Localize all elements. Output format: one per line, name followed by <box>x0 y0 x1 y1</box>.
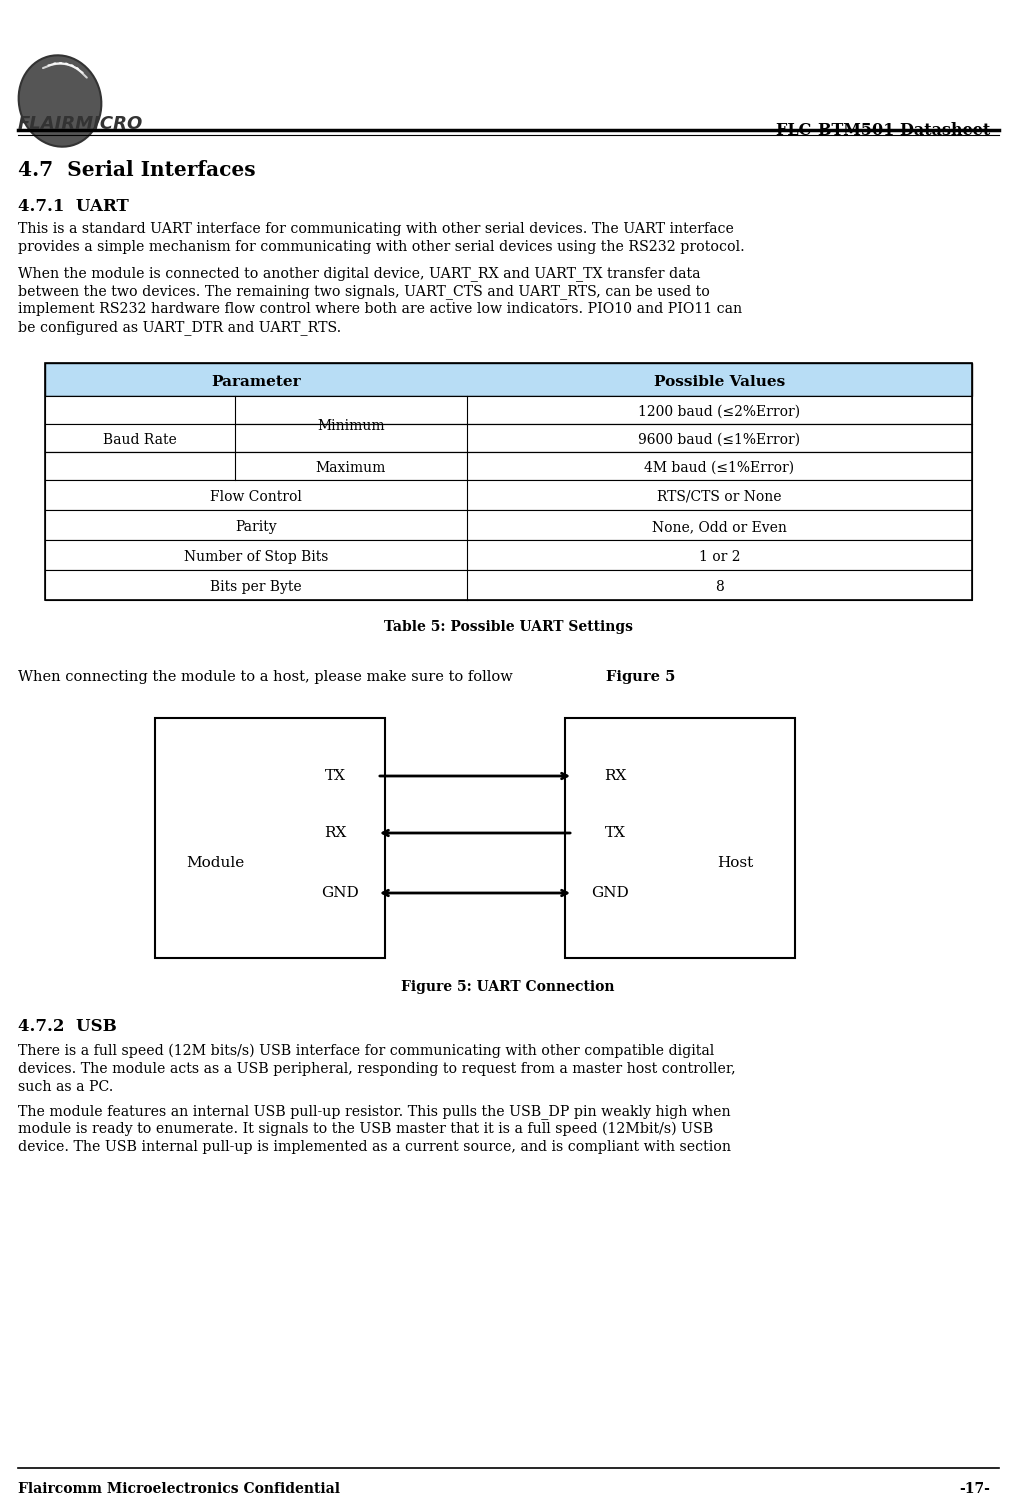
Text: 4M baud (≤1%Error): 4M baud (≤1%Error) <box>645 460 794 476</box>
Text: When the module is connected to another digital device, UART_RX and UART_TX tran: When the module is connected to another … <box>18 266 701 280</box>
Text: implement RS232 hardware flow control where both are active low indicators. PIO1: implement RS232 hardware flow control wh… <box>18 302 742 316</box>
Text: This is a standard UART interface for communicating with other serial devices. T: This is a standard UART interface for co… <box>18 222 734 236</box>
Bar <box>45 480 972 510</box>
Text: 4.7.2  USB: 4.7.2 USB <box>18 1019 117 1035</box>
Text: Bits per Byte: Bits per Byte <box>211 580 302 594</box>
Bar <box>45 363 972 396</box>
Text: The module features an internal USB pull-up resistor. This pulls the USB_DP pin : The module features an internal USB pull… <box>18 1104 730 1119</box>
Text: Possible Values: Possible Values <box>654 375 785 388</box>
Text: Parameter: Parameter <box>212 375 301 388</box>
Text: RX: RX <box>323 827 346 840</box>
Text: TX: TX <box>324 770 346 783</box>
Text: Table 5: Possible UART Settings: Table 5: Possible UART Settings <box>383 620 633 634</box>
Bar <box>45 570 972 600</box>
Ellipse shape <box>18 56 102 147</box>
Text: GND: GND <box>591 886 629 900</box>
Text: Figure 5: UART Connection: Figure 5: UART Connection <box>402 980 614 994</box>
Text: 8: 8 <box>715 580 724 594</box>
Bar <box>45 510 972 540</box>
Text: Flaircomm Microelectronics Confidential: Flaircomm Microelectronics Confidential <box>18 1482 340 1496</box>
Text: FLAIRMICRO: FLAIRMICRO <box>18 116 143 134</box>
Text: 1200 baud (≤2%Error): 1200 baud (≤2%Error) <box>639 405 800 418</box>
Bar <box>45 396 972 424</box>
Text: between the two devices. The remaining two signals, UART_CTS and UART_RTS, can b: between the two devices. The remaining t… <box>18 284 710 298</box>
Text: -17-: -17- <box>959 1482 990 1496</box>
Text: Module: Module <box>186 856 244 870</box>
Bar <box>565 718 795 958</box>
Text: devices. The module acts as a USB peripheral, responding to request from a maste: devices. The module acts as a USB periph… <box>18 1062 735 1076</box>
Text: Number of Stop Bits: Number of Stop Bits <box>184 550 328 564</box>
Text: TX: TX <box>604 827 625 840</box>
Bar <box>45 363 972 600</box>
Text: 9600 baud (≤1%Error): 9600 baud (≤1%Error) <box>639 433 800 447</box>
Text: .: . <box>665 670 669 684</box>
Text: RTS/CTS or None: RTS/CTS or None <box>657 490 782 504</box>
Text: None, Odd or Even: None, Odd or Even <box>652 520 787 534</box>
Text: RX: RX <box>604 770 626 783</box>
Text: When connecting the module to a host, please make sure to follow: When connecting the module to a host, pl… <box>18 670 518 684</box>
Text: Parity: Parity <box>235 520 277 534</box>
Bar <box>45 540 972 570</box>
Text: Figure 5: Figure 5 <box>606 670 675 684</box>
Text: There is a full speed (12M bits/s) USB interface for communicating with other co: There is a full speed (12M bits/s) USB i… <box>18 1044 714 1059</box>
Text: 4.7  Serial Interfaces: 4.7 Serial Interfaces <box>18 160 255 180</box>
Text: such as a PC.: such as a PC. <box>18 1080 113 1094</box>
Text: 1 or 2: 1 or 2 <box>699 550 740 564</box>
Text: Host: Host <box>717 856 754 870</box>
Bar <box>155 718 385 958</box>
Text: Flow Control: Flow Control <box>210 490 302 504</box>
Text: Minimum: Minimum <box>317 419 384 434</box>
Text: be configured as UART_DTR and UART_RTS.: be configured as UART_DTR and UART_RTS. <box>18 320 342 334</box>
Text: module is ready to enumerate. It signals to the USB master that it is a full spe: module is ready to enumerate. It signals… <box>18 1122 713 1137</box>
Text: Maximum: Maximum <box>315 460 386 476</box>
Text: 4.7.1  UART: 4.7.1 UART <box>18 198 129 214</box>
Text: FLC-BTM501 Datasheet: FLC-BTM501 Datasheet <box>776 122 990 140</box>
Text: Baud Rate: Baud Rate <box>103 433 177 447</box>
Text: device. The USB internal pull-up is implemented as a current source, and is comp: device. The USB internal pull-up is impl… <box>18 1140 731 1154</box>
Bar <box>45 424 972 451</box>
Text: GND: GND <box>321 886 359 900</box>
Bar <box>45 452 972 480</box>
Text: provides a simple mechanism for communicating with other serial devices using th: provides a simple mechanism for communic… <box>18 240 744 254</box>
